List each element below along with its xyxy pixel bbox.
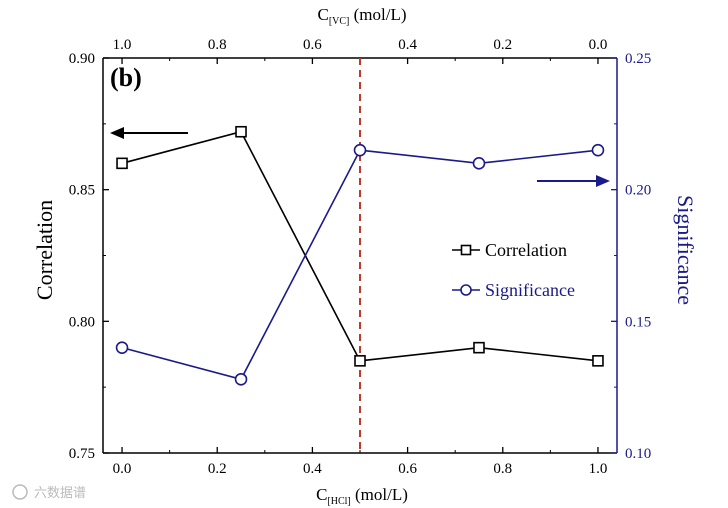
top-axis-title: C[VC] (mol/L)	[317, 5, 406, 27]
watermark-logo-icon	[12, 484, 28, 500]
right-arrow-head	[596, 175, 610, 187]
top-x-tick-label: 1.0	[113, 37, 132, 53]
data-point-correlation	[473, 341, 485, 354]
bottom-axis-title: C[HCl] (mol/L)	[316, 485, 408, 507]
data-point-correlation	[235, 125, 247, 138]
left-y-tick-label: 0.75	[69, 446, 95, 462]
data-point-correlation	[354, 355, 366, 367]
left-y-tick-label: 0.80	[69, 314, 95, 330]
right-y-tick-label: 0.10	[625, 446, 651, 462]
left-y-tick-label: 0.85	[69, 183, 95, 199]
watermark: 六数据谱	[34, 485, 86, 500]
x-tick-label: 0.0	[113, 461, 132, 477]
left-arrow-head	[110, 127, 124, 139]
right-y-tick-label: 0.20	[625, 183, 651, 199]
x-tick-label: 0.2	[208, 461, 227, 477]
x-tick-label: 0.6	[398, 461, 417, 477]
data-point-correlation	[116, 157, 128, 170]
plot-frame: 0.0 1.0 0.2 0.8 0.4 0.6 0.6 0.4 0.8 0.2 1.0 0.0 0.75…	[69, 37, 652, 477]
top-x-tick-label: 0.4	[398, 37, 417, 53]
x-tick-label: 1.0	[589, 461, 608, 477]
legend-marker-significance	[460, 284, 472, 296]
left-axis-title: Correlation	[32, 200, 57, 300]
chart-labels: (b) C[HCl] (mol/L) C[VC] (mol/L) Correla…	[32, 5, 698, 507]
legend-label-significance: Significance	[485, 280, 575, 300]
data-point-significance	[234, 372, 248, 386]
x-tick-label: 0.8	[493, 461, 512, 477]
data-point-significance	[472, 157, 486, 170]
panel-label: (b)	[110, 63, 142, 92]
left-y-tick-label: 0.90	[69, 51, 95, 67]
top-x-tick-label: 0.8	[208, 37, 227, 53]
top-x-tick-label: 0.2	[493, 37, 512, 53]
top-x-tick-label: 0.0	[589, 37, 608, 53]
data-point-significance	[591, 143, 605, 157]
legend-label-correlation: Correlation	[485, 240, 567, 260]
right-y-tick-label: 0.15	[625, 314, 651, 330]
data-point-significance	[353, 143, 367, 157]
data-point-significance	[115, 341, 129, 354]
top-x-tick-label: 0.6	[303, 37, 322, 53]
data-point-correlation	[592, 355, 604, 367]
legend-marker-correlation	[460, 244, 472, 256]
x-tick-label: 0.4	[303, 461, 322, 477]
chart-marks	[12, 58, 610, 500]
right-axis-title: Significance	[673, 195, 698, 305]
right-y-tick-label: 0.25	[625, 51, 651, 67]
